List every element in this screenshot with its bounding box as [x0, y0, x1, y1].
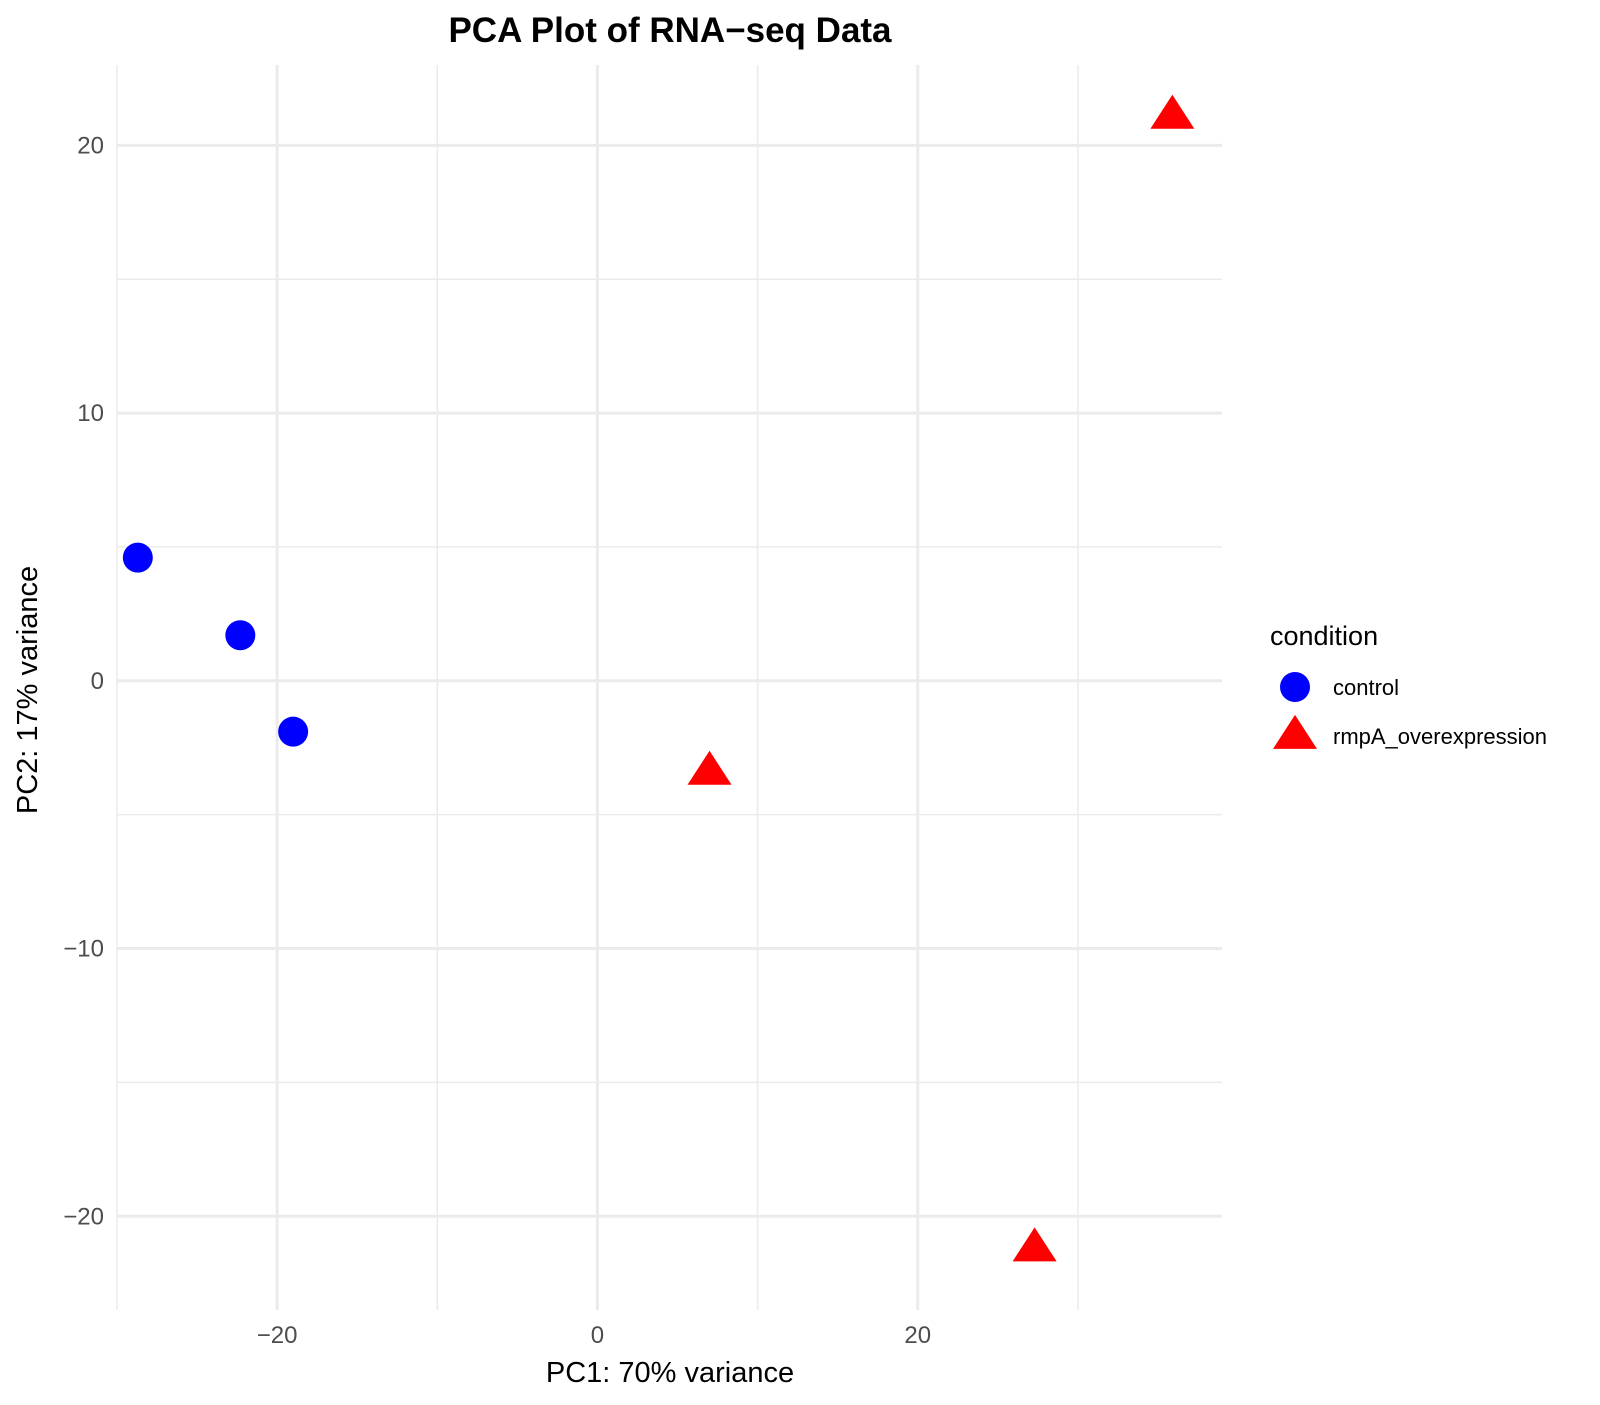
legend-key-control — [1280, 672, 1310, 702]
legend-key-rmpa-overexpression — [1273, 714, 1317, 749]
tick-labels: −20 0 20 −20 −10 0 10 20 — [63, 132, 931, 1349]
legend-label: control — [1333, 675, 1399, 700]
grid-lines — [116, 65, 1222, 1310]
y-tick-label: −10 — [63, 936, 104, 963]
control-point — [122, 542, 153, 573]
control-point — [278, 716, 309, 747]
y-axis-title: PC2: 17% variance — [12, 566, 44, 814]
data-points — [122, 94, 1195, 1262]
x-axis-title: PC1: 70% variance — [546, 1357, 794, 1389]
y-tick-label: −20 — [63, 1203, 104, 1230]
x-tick-label: 0 — [591, 1322, 604, 1349]
legend-label: rmpA_overexpression — [1333, 724, 1547, 749]
legend: condition control rmpA_overexpression — [1270, 621, 1547, 749]
y-tick-label: 20 — [77, 132, 104, 159]
rmpa-overexpression-point — [1012, 1227, 1057, 1262]
y-tick-label: 0 — [91, 668, 104, 695]
rmpa-overexpression-point — [687, 750, 732, 785]
control-point — [225, 620, 256, 651]
chart-title: PCA Plot of RNA−seq Data — [448, 11, 892, 50]
y-tick-label: 10 — [77, 400, 104, 427]
legend-items: control rmpA_overexpression — [1273, 672, 1547, 749]
x-tick-label: −20 — [257, 1322, 298, 1349]
x-tick-label: 20 — [904, 1322, 931, 1349]
rmpa-overexpression-point — [1150, 94, 1195, 129]
legend-title: condition — [1270, 621, 1378, 651]
